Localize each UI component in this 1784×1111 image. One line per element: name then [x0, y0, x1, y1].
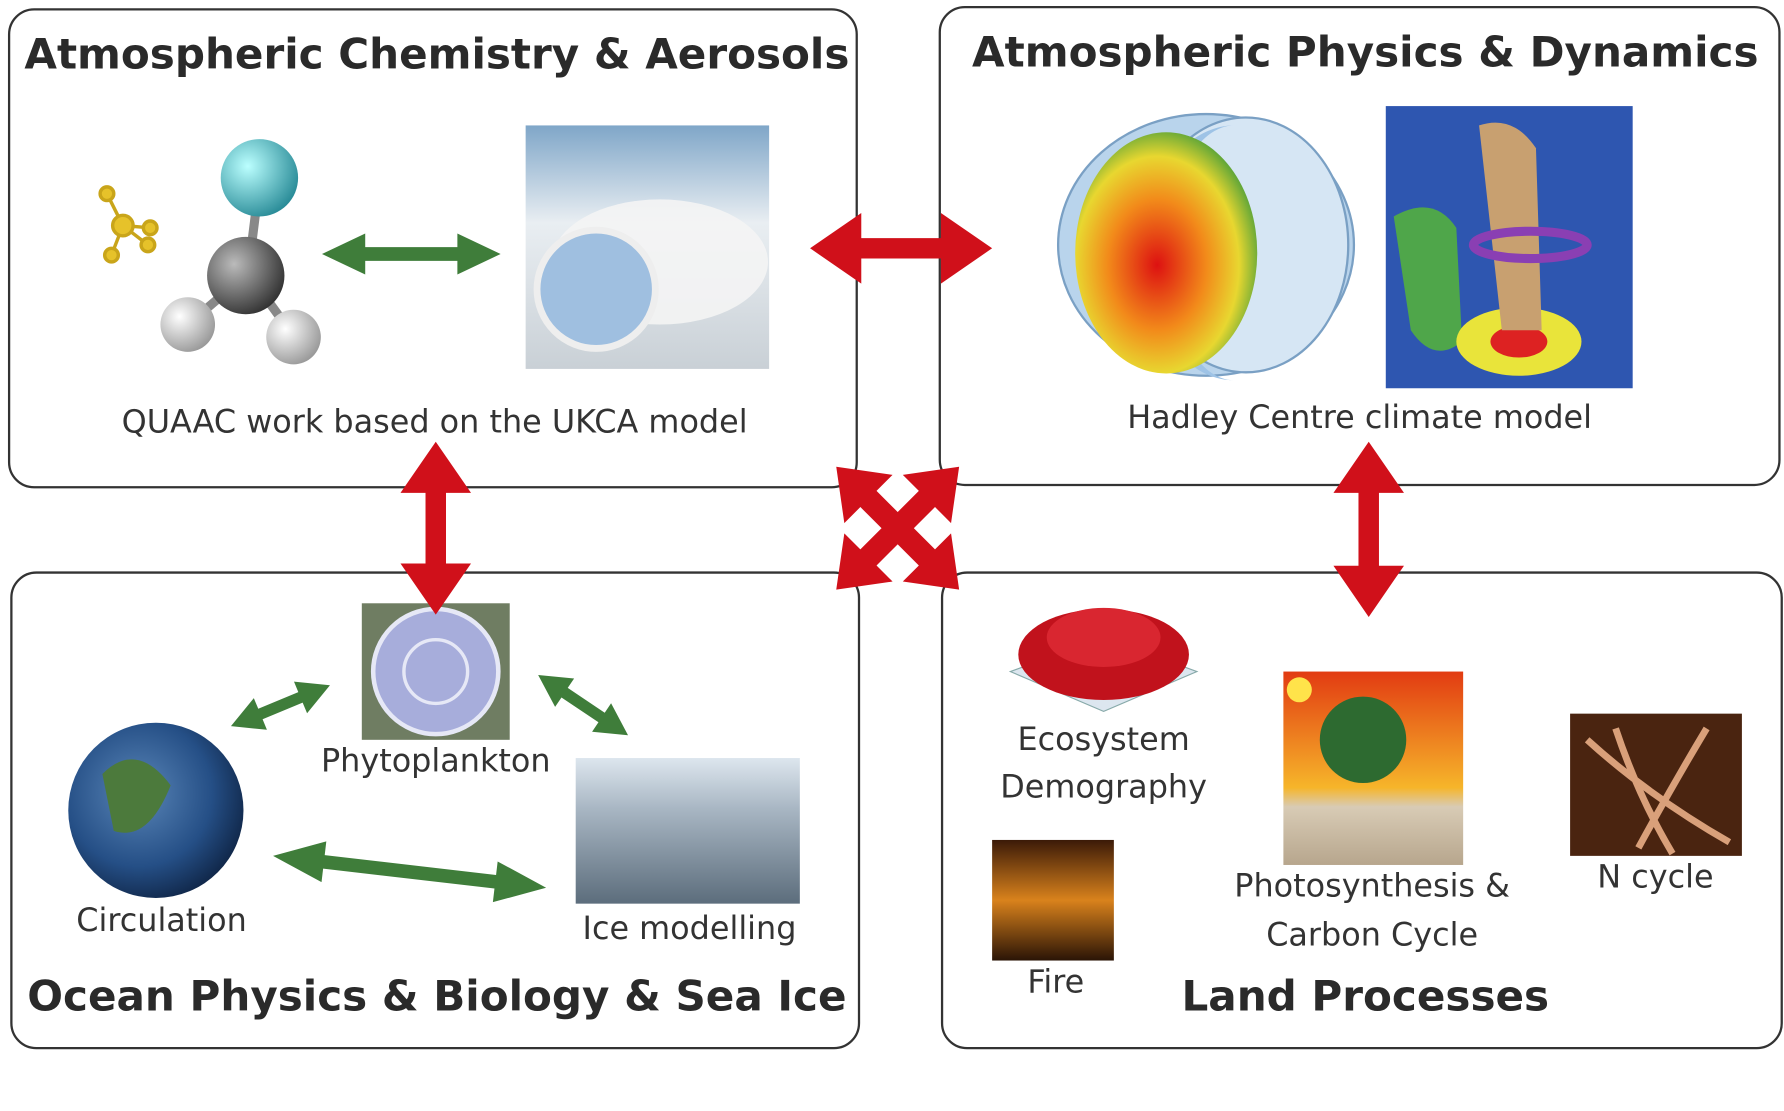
caption: Photosynthesis &	[1234, 867, 1510, 905]
phytoplankton-image	[361, 603, 510, 740]
caption: N cycle	[1597, 858, 1713, 896]
arrow	[400, 441, 472, 615]
ecosystem-image	[1008, 607, 1199, 712]
caption: Fire	[1027, 962, 1084, 1000]
tree-canopy	[1319, 696, 1407, 784]
caption: Phytoplankton	[321, 742, 551, 780]
caption: Hadley Centre climate model	[1127, 398, 1592, 436]
arrow	[836, 466, 960, 590]
arrow	[321, 233, 501, 275]
panel-title: Atmospheric Physics & Dynamics	[972, 27, 1758, 76]
caption: Ecosystem	[1018, 720, 1190, 758]
arrows	[230, 213, 1404, 903]
caption: Demography	[1000, 768, 1207, 806]
atmosphere-globe-image	[1056, 112, 1356, 381]
sun	[1286, 677, 1312, 703]
panel-title: Land Processes	[1182, 972, 1550, 1021]
arrow	[273, 841, 547, 903]
sea-ice-image	[575, 758, 800, 904]
caption: Circulation	[76, 901, 247, 939]
arrow	[230, 681, 330, 730]
roots	[1584, 726, 1732, 856]
caption: QUAAC work based on the UKCA model	[122, 403, 748, 441]
panel-title: Atmospheric Chemistry & Aerosols	[24, 30, 849, 79]
molecule-image	[98, 139, 321, 365]
panel-title: Ocean Physics & Biology & Sea Ice	[27, 972, 846, 1021]
caption: Carbon Cycle	[1266, 916, 1478, 954]
continent	[102, 759, 171, 833]
arrow	[538, 674, 629, 736]
fire-image	[992, 839, 1114, 961]
arrow	[1333, 441, 1404, 617]
arrow	[810, 213, 993, 284]
aerosol-image	[525, 125, 770, 369]
caption: Ice modelling	[583, 909, 797, 947]
climate-model-image	[1385, 106, 1633, 389]
